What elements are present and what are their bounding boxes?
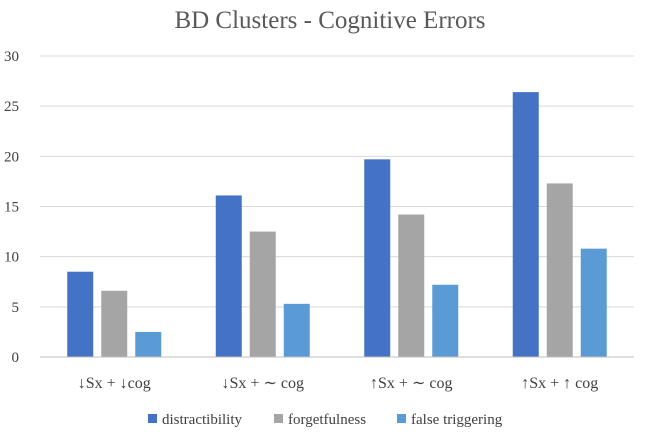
bar-forgetfulness-3	[546, 183, 573, 357]
x-category-label: ↑Sx + ↑ cog	[521, 375, 598, 392]
y-tick-label: 0	[12, 350, 20, 366]
legend-label: false triggering	[411, 412, 503, 428]
y-tick-label: 5	[12, 300, 20, 316]
legend-label: forgetfulness	[288, 412, 366, 428]
x-category-label: ↑Sx + ∼ cog	[370, 375, 452, 392]
y-tick-label: 15	[4, 200, 19, 216]
y-tick-label: 30	[4, 49, 19, 65]
x-axis-categories: ↓Sx + ↓cog ↓Sx + ∼ cog ↑Sx + ∼ cog ↑Sx + ↑ …	[78, 375, 599, 392]
x-category-label: ↓Sx + ∼ cog	[222, 375, 304, 392]
chart-title: BD Clusters - Cognitive Errors	[174, 7, 485, 34]
bars	[67, 92, 607, 358]
bar-forgetfulness-2	[398, 214, 425, 357]
legend-swatch	[397, 414, 406, 423]
bar-false-triggering-2	[432, 284, 459, 357]
y-tick-label: 20	[4, 149, 19, 165]
legend: distractibility forgetfulness false trigge…	[148, 412, 503, 428]
bar-false-triggering-3	[580, 248, 607, 357]
bar-distractibility-2	[364, 159, 391, 357]
x-category-label: ↓Sx + ↓cog	[78, 375, 151, 392]
bar-distractibility-0	[67, 271, 94, 357]
bar-forgetfulness-0	[101, 290, 128, 357]
y-tick-label: 10	[4, 250, 19, 266]
legend-swatch	[274, 414, 283, 423]
bar-false-triggering-1	[283, 303, 310, 357]
legend-swatch	[148, 414, 157, 423]
y-tick-label: 25	[4, 99, 19, 115]
y-axis-ticks: 0 5 10 15 20 25 30	[4, 49, 19, 366]
legend-label: distractibility	[162, 412, 242, 428]
bar-forgetfulness-1	[249, 231, 276, 357]
bar-distractibility-1	[215, 195, 242, 357]
bar-false-triggering-0	[135, 331, 162, 357]
gridlines	[40, 55, 634, 308]
bar-distractibility-3	[512, 92, 539, 358]
